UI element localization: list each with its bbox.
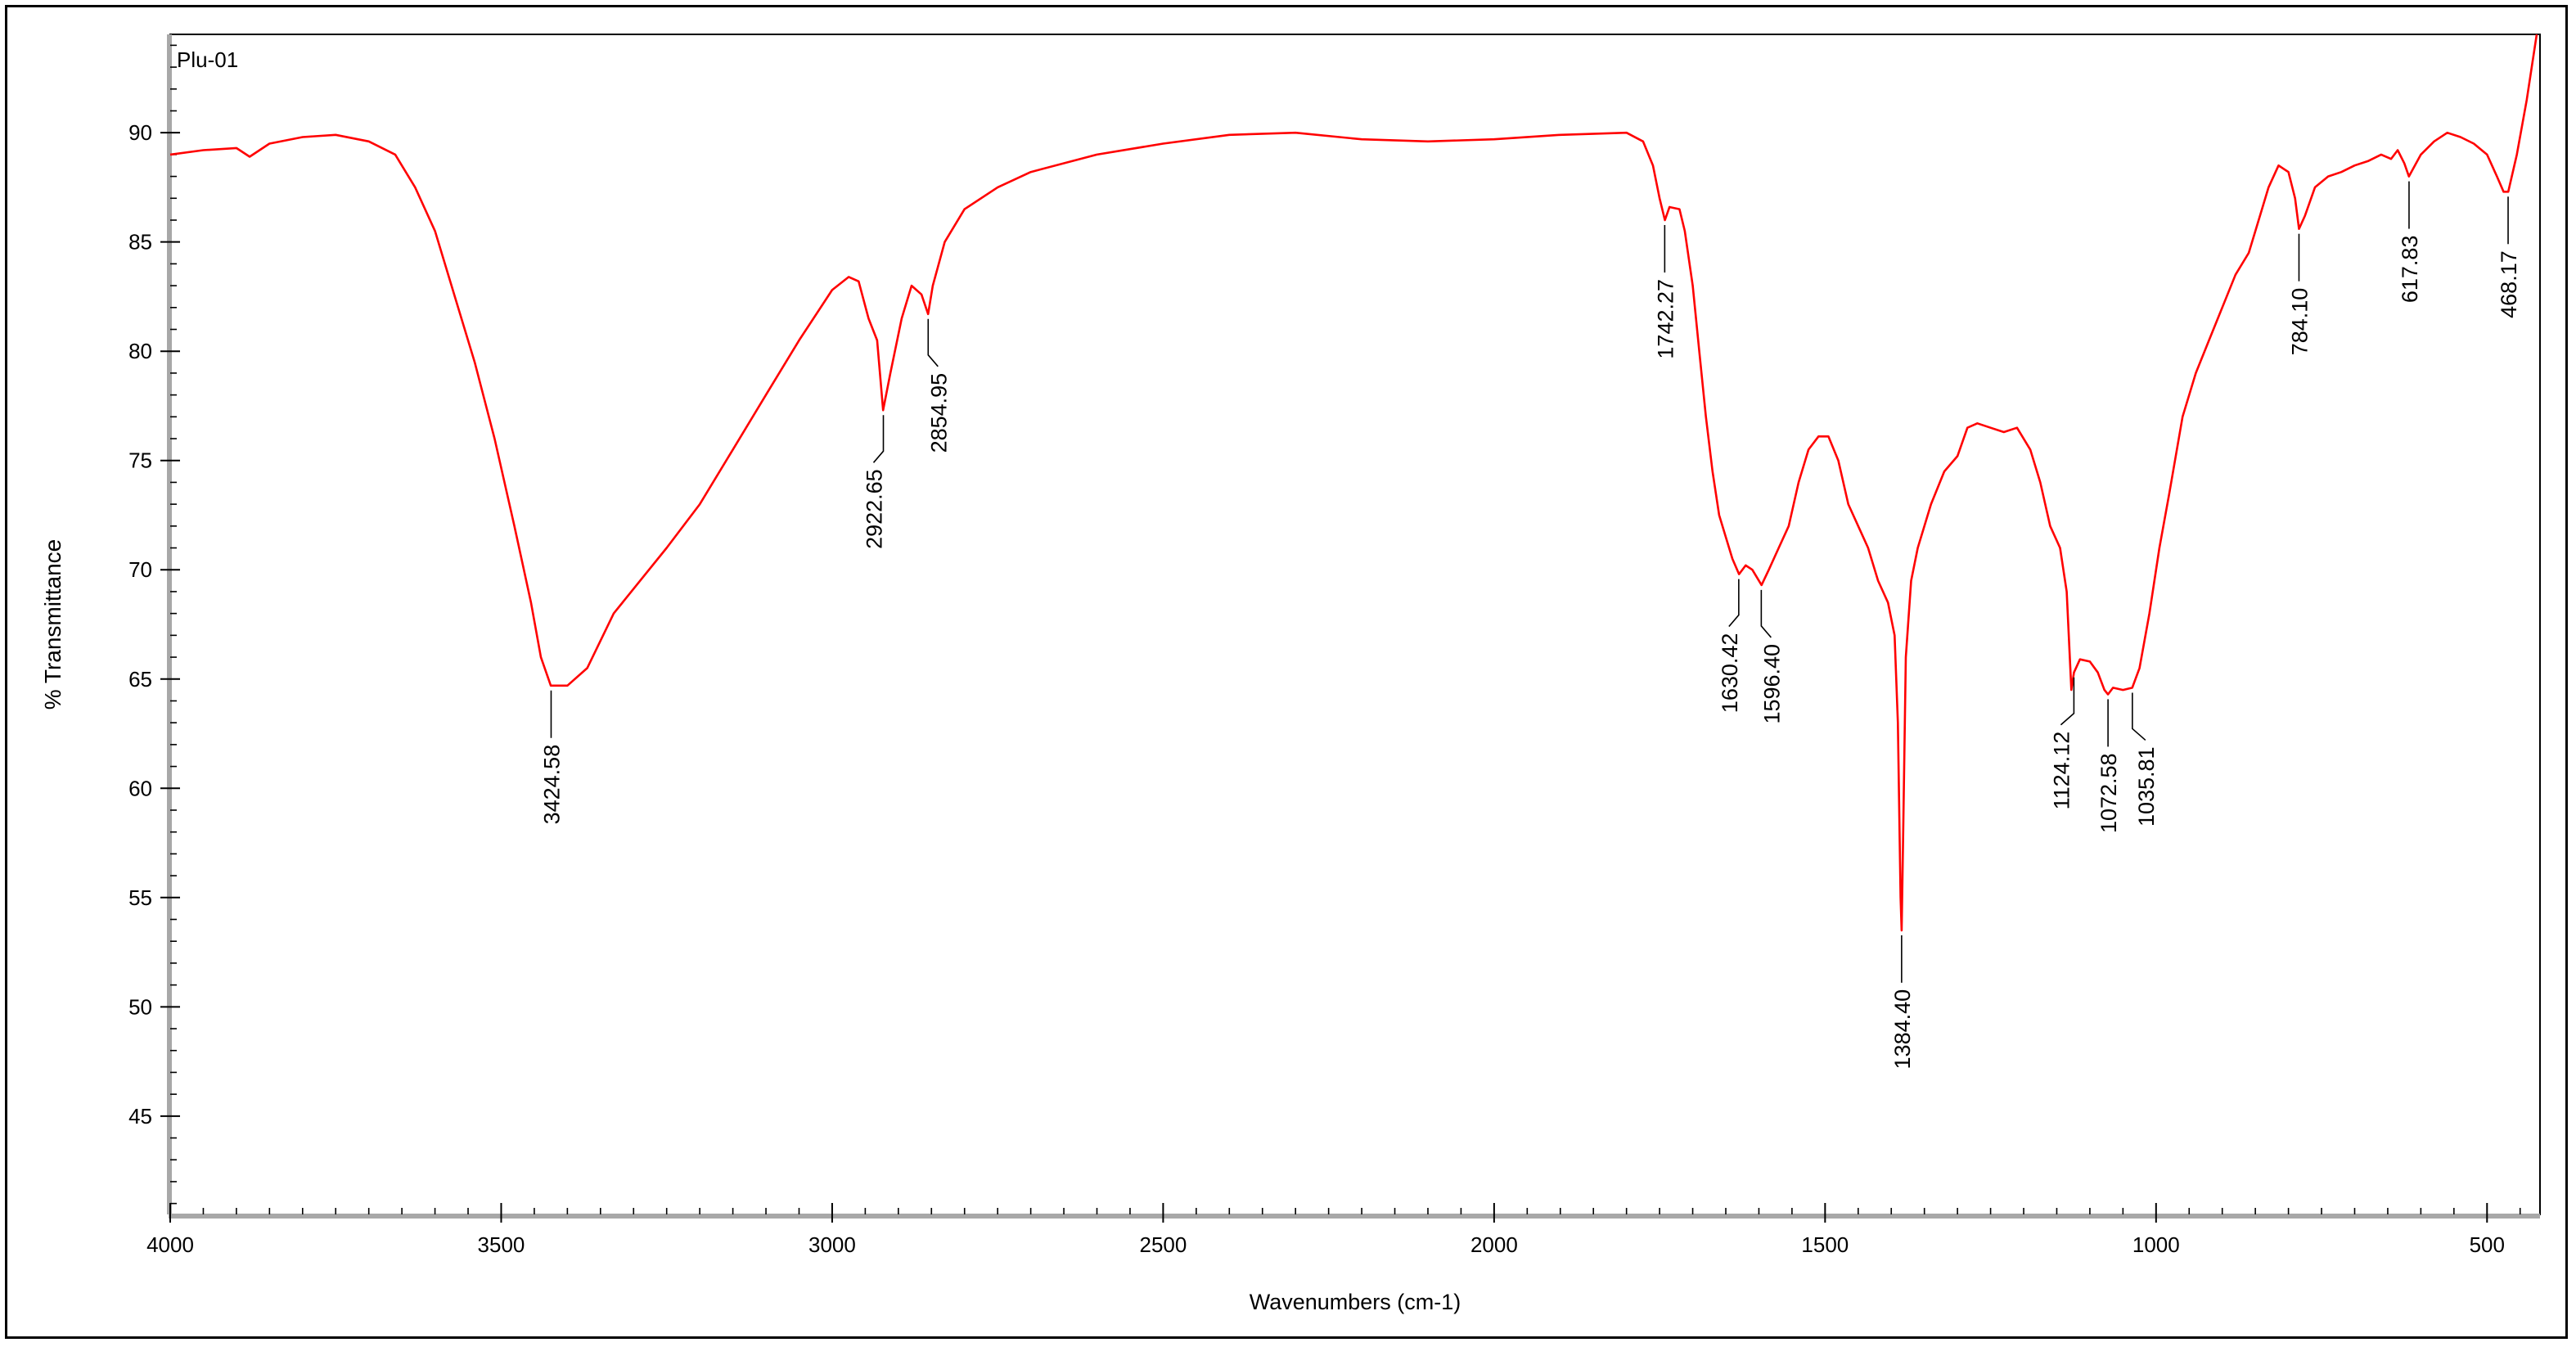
plot-area: 90 85 80 75 70 65 60 55 50 45 4000 3500 3000 2500 200…	[128, 34, 2541, 1257]
peak-label: 1035.81	[2134, 746, 2159, 827]
figure-frame	[5, 5, 2568, 1339]
x-tick-label: 2500	[1139, 1232, 1187, 1257]
peak-annotation: 2922.65	[862, 415, 887, 549]
peak-label: 1630.42	[1718, 633, 1742, 714]
peak-label: 1384.40	[1890, 989, 1915, 1070]
sample-name: Plu-01	[177, 47, 238, 72]
peak-label: 784.10	[2287, 288, 2312, 356]
peak-annotation: 1124.12	[2049, 677, 2075, 810]
peak-label: 1742.27	[1653, 279, 1678, 359]
peak-annotation: 1035.81	[2132, 692, 2159, 827]
peak-annotation: 468.17	[2497, 196, 2521, 318]
peak-label: 1072.58	[2096, 753, 2121, 833]
y-minor-ticks	[170, 44, 177, 1205]
x-tick-label: 4000	[146, 1232, 194, 1257]
spectrum-line	[169, 34, 2538, 932]
x-tick-label: 500	[2470, 1232, 2505, 1257]
peak-annotation: 2854.95	[926, 318, 951, 453]
x-axis-ticks: 4000 3500 3000 2500 2000 1500 1000 500	[146, 1203, 2505, 1257]
x-tick-label: 3500	[478, 1232, 525, 1257]
peak-annotation: 1384.40	[1890, 935, 1915, 1070]
x-tick-label: 1000	[2132, 1232, 2180, 1257]
y-tick-label: 45	[128, 1104, 152, 1129]
x-axis-title: Wavenumbers (cm-1)	[1250, 1290, 1461, 1314]
peak-annotation: 1596.40	[1759, 589, 1784, 724]
peak-label: 1124.12	[2049, 732, 2074, 810]
peak-label: 2854.95	[926, 373, 951, 453]
y-axis-ticks: 90 85 80 75 70 65 60 55 50 45	[128, 120, 180, 1129]
y-tick-label: 55	[128, 885, 152, 910]
y-tick-label: 65	[128, 667, 152, 692]
peak-annotation: 1630.42	[1718, 579, 1742, 714]
peak-annotation: 1072.58	[2096, 699, 2121, 833]
peak-leader-line	[1728, 579, 1740, 628]
peak-leader-line	[872, 415, 885, 463]
y-tick-label: 50	[128, 994, 152, 1019]
x-tick-label: 3000	[808, 1232, 856, 1257]
y-axis-title: % Transmittance	[40, 539, 65, 710]
peak-label: 617.83	[2398, 236, 2422, 304]
y-tick-label: 85	[128, 230, 152, 255]
y-tick-label: 60	[128, 776, 152, 800]
peak-leader-line	[2132, 692, 2146, 741]
plot-frame	[169, 34, 2541, 1215]
peak-leader-line	[1760, 589, 1772, 638]
peak-label: 2922.65	[862, 469, 887, 549]
y-tick-label: 90	[128, 120, 152, 145]
x-tick-label: 2000	[1470, 1232, 1518, 1257]
x-tick-label: 1500	[1801, 1232, 1849, 1257]
peak-annotation: 1742.27	[1653, 224, 1678, 359]
peak-labels: 3424.58 2922.65 2854.95 1742.27 1630.42 1596.…	[539, 181, 2521, 1070]
peak-label: 468.17	[2497, 250, 2521, 318]
peak-annotation: 3424.58	[539, 690, 564, 825]
y-tick-label: 70	[128, 557, 152, 582]
peak-label: 1596.40	[1759, 644, 1784, 724]
peak-annotation: 784.10	[2287, 233, 2312, 356]
peak-label: 3424.58	[539, 745, 564, 825]
peak-leader-line	[927, 318, 939, 367]
y-tick-label: 75	[128, 448, 152, 473]
peak-annotation: 617.83	[2398, 181, 2422, 304]
peak-leader-line	[2060, 677, 2075, 726]
x-minor-ticks	[202, 1208, 2521, 1214]
y-tick-label: 80	[128, 339, 152, 363]
